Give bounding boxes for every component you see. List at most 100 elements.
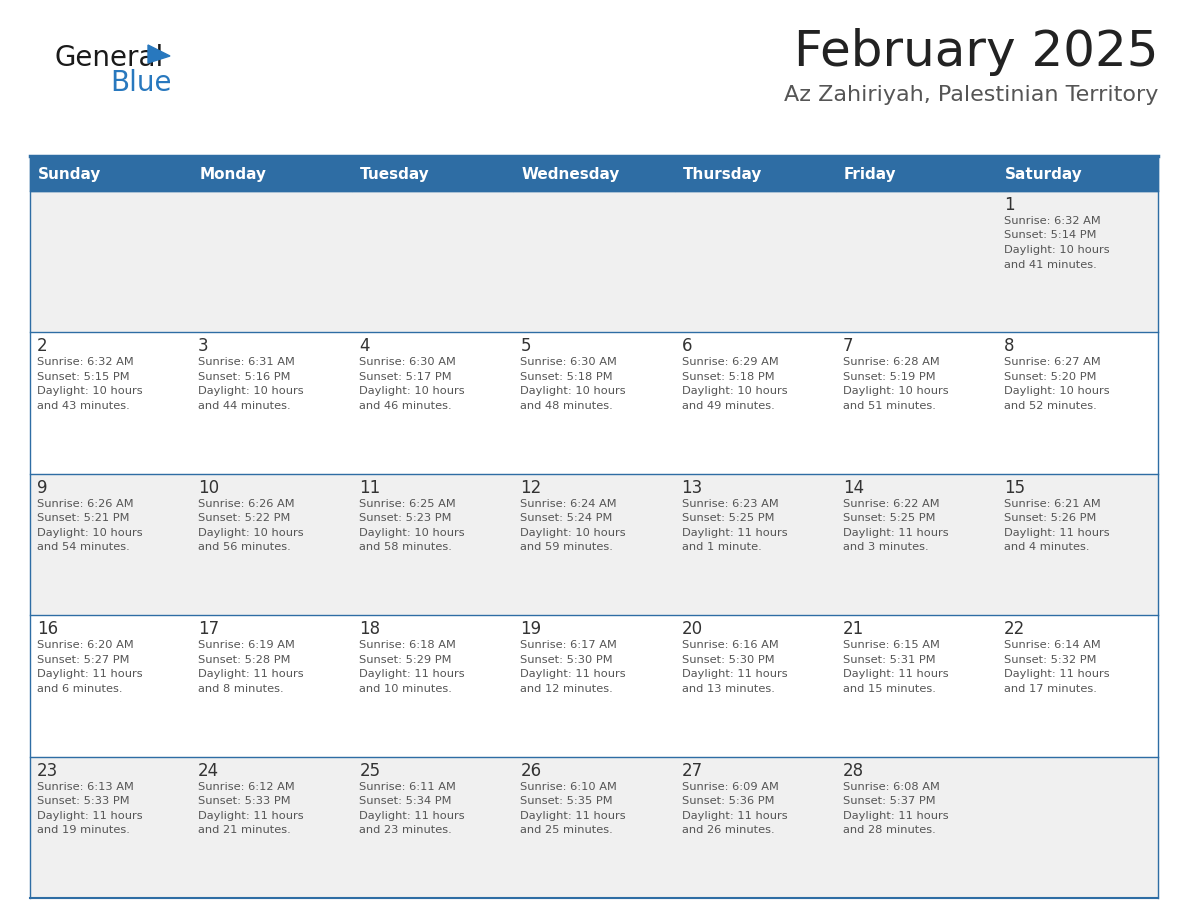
Text: Sunrise: 6:32 AM: Sunrise: 6:32 AM xyxy=(1004,216,1100,226)
Text: 25: 25 xyxy=(359,762,380,779)
Text: Daylight: 11 hours: Daylight: 11 hours xyxy=(1004,669,1110,679)
Text: Daylight: 11 hours: Daylight: 11 hours xyxy=(198,811,304,821)
Text: 19: 19 xyxy=(520,621,542,638)
Bar xyxy=(191,158,353,191)
Text: and 59 minutes.: and 59 minutes. xyxy=(520,543,613,553)
Text: Sunset: 5:27 PM: Sunset: 5:27 PM xyxy=(37,655,129,665)
Text: Sunset: 5:14 PM: Sunset: 5:14 PM xyxy=(1004,230,1097,241)
Text: Sunrise: 6:10 AM: Sunrise: 6:10 AM xyxy=(520,781,618,791)
Text: Daylight: 11 hours: Daylight: 11 hours xyxy=(359,811,465,821)
Text: Daylight: 11 hours: Daylight: 11 hours xyxy=(842,811,948,821)
Text: Sunset: 5:16 PM: Sunset: 5:16 PM xyxy=(198,372,291,382)
Polygon shape xyxy=(148,45,170,63)
Text: Daylight: 11 hours: Daylight: 11 hours xyxy=(359,669,465,679)
Text: 15: 15 xyxy=(1004,479,1025,497)
Bar xyxy=(997,158,1158,191)
Text: Sunrise: 6:08 AM: Sunrise: 6:08 AM xyxy=(842,781,940,791)
Text: Daylight: 11 hours: Daylight: 11 hours xyxy=(520,669,626,679)
Text: 13: 13 xyxy=(682,479,703,497)
Text: and 28 minutes.: and 28 minutes. xyxy=(842,825,935,835)
Text: Sunrise: 6:13 AM: Sunrise: 6:13 AM xyxy=(37,781,134,791)
Text: Sunrise: 6:26 AM: Sunrise: 6:26 AM xyxy=(37,498,133,509)
Text: 21: 21 xyxy=(842,621,864,638)
Text: and 25 minutes.: and 25 minutes. xyxy=(520,825,613,835)
Text: Sunset: 5:17 PM: Sunset: 5:17 PM xyxy=(359,372,451,382)
Text: Sunrise: 6:15 AM: Sunrise: 6:15 AM xyxy=(842,640,940,650)
Text: and 12 minutes.: and 12 minutes. xyxy=(520,684,613,694)
Text: 7: 7 xyxy=(842,338,853,355)
Text: Daylight: 11 hours: Daylight: 11 hours xyxy=(37,811,143,821)
Text: Blue: Blue xyxy=(110,69,171,97)
Text: Sunset: 5:36 PM: Sunset: 5:36 PM xyxy=(682,796,775,806)
Bar xyxy=(30,756,1158,898)
Text: and 19 minutes.: and 19 minutes. xyxy=(37,825,129,835)
Text: and 8 minutes.: and 8 minutes. xyxy=(198,684,284,694)
Text: 28: 28 xyxy=(842,762,864,779)
Bar xyxy=(30,158,191,191)
Text: Sunset: 5:34 PM: Sunset: 5:34 PM xyxy=(359,796,451,806)
Text: 10: 10 xyxy=(198,479,220,497)
Text: Sunrise: 6:21 AM: Sunrise: 6:21 AM xyxy=(1004,498,1100,509)
Text: Sunset: 5:28 PM: Sunset: 5:28 PM xyxy=(198,655,291,665)
Text: Sunrise: 6:29 AM: Sunrise: 6:29 AM xyxy=(682,357,778,367)
Text: Sunrise: 6:30 AM: Sunrise: 6:30 AM xyxy=(520,357,618,367)
Text: Daylight: 10 hours: Daylight: 10 hours xyxy=(37,528,143,538)
Text: and 49 minutes.: and 49 minutes. xyxy=(682,401,775,411)
Bar xyxy=(30,615,1158,756)
Text: Daylight: 10 hours: Daylight: 10 hours xyxy=(520,528,626,538)
Text: Wednesday: Wednesday xyxy=(522,167,620,182)
Text: Saturday: Saturday xyxy=(1005,167,1082,182)
Text: 14: 14 xyxy=(842,479,864,497)
Text: Sunrise: 6:28 AM: Sunrise: 6:28 AM xyxy=(842,357,940,367)
Text: Sunrise: 6:20 AM: Sunrise: 6:20 AM xyxy=(37,640,134,650)
Text: and 41 minutes.: and 41 minutes. xyxy=(1004,260,1097,270)
Text: 26: 26 xyxy=(520,762,542,779)
Text: 11: 11 xyxy=(359,479,380,497)
Text: 9: 9 xyxy=(37,479,48,497)
Text: Sunset: 5:23 PM: Sunset: 5:23 PM xyxy=(359,513,451,523)
Text: Sunrise: 6:24 AM: Sunrise: 6:24 AM xyxy=(520,498,617,509)
Bar xyxy=(353,158,513,191)
Text: Sunset: 5:22 PM: Sunset: 5:22 PM xyxy=(198,513,291,523)
Text: Sunrise: 6:19 AM: Sunrise: 6:19 AM xyxy=(198,640,295,650)
Text: Sunset: 5:15 PM: Sunset: 5:15 PM xyxy=(37,372,129,382)
Text: Daylight: 11 hours: Daylight: 11 hours xyxy=(37,669,143,679)
Text: and 44 minutes.: and 44 minutes. xyxy=(198,401,291,411)
Text: Sunrise: 6:14 AM: Sunrise: 6:14 AM xyxy=(1004,640,1100,650)
Text: Sunday: Sunday xyxy=(38,167,101,182)
Text: Sunset: 5:19 PM: Sunset: 5:19 PM xyxy=(842,372,935,382)
Text: and 6 minutes.: and 6 minutes. xyxy=(37,684,122,694)
Text: and 13 minutes.: and 13 minutes. xyxy=(682,684,775,694)
Text: Sunset: 5:35 PM: Sunset: 5:35 PM xyxy=(520,796,613,806)
Text: Monday: Monday xyxy=(200,167,266,182)
Text: Tuesday: Tuesday xyxy=(360,167,430,182)
Text: and 52 minutes.: and 52 minutes. xyxy=(1004,401,1097,411)
Text: Thursday: Thursday xyxy=(683,167,762,182)
Bar xyxy=(513,158,675,191)
Text: Daylight: 11 hours: Daylight: 11 hours xyxy=(1004,528,1110,538)
Text: Sunrise: 6:25 AM: Sunrise: 6:25 AM xyxy=(359,498,456,509)
Text: 23: 23 xyxy=(37,762,58,779)
Text: 2: 2 xyxy=(37,338,48,355)
Text: Sunrise: 6:16 AM: Sunrise: 6:16 AM xyxy=(682,640,778,650)
Bar xyxy=(30,474,1158,615)
Text: Sunset: 5:20 PM: Sunset: 5:20 PM xyxy=(1004,372,1097,382)
Text: 6: 6 xyxy=(682,338,693,355)
Text: Sunset: 5:29 PM: Sunset: 5:29 PM xyxy=(359,655,451,665)
Text: Daylight: 10 hours: Daylight: 10 hours xyxy=(359,386,465,397)
Text: 12: 12 xyxy=(520,479,542,497)
Text: Sunrise: 6:09 AM: Sunrise: 6:09 AM xyxy=(682,781,778,791)
Text: Daylight: 11 hours: Daylight: 11 hours xyxy=(842,528,948,538)
Bar xyxy=(675,158,835,191)
Text: 3: 3 xyxy=(198,338,209,355)
Text: 8: 8 xyxy=(1004,338,1015,355)
Text: Sunrise: 6:27 AM: Sunrise: 6:27 AM xyxy=(1004,357,1100,367)
Text: and 21 minutes.: and 21 minutes. xyxy=(198,825,291,835)
Text: February 2025: February 2025 xyxy=(794,28,1158,76)
Text: and 3 minutes.: and 3 minutes. xyxy=(842,543,928,553)
Text: Sunrise: 6:17 AM: Sunrise: 6:17 AM xyxy=(520,640,618,650)
Text: Sunrise: 6:12 AM: Sunrise: 6:12 AM xyxy=(198,781,295,791)
Text: Sunrise: 6:26 AM: Sunrise: 6:26 AM xyxy=(198,498,295,509)
Text: 24: 24 xyxy=(198,762,220,779)
Text: 20: 20 xyxy=(682,621,702,638)
